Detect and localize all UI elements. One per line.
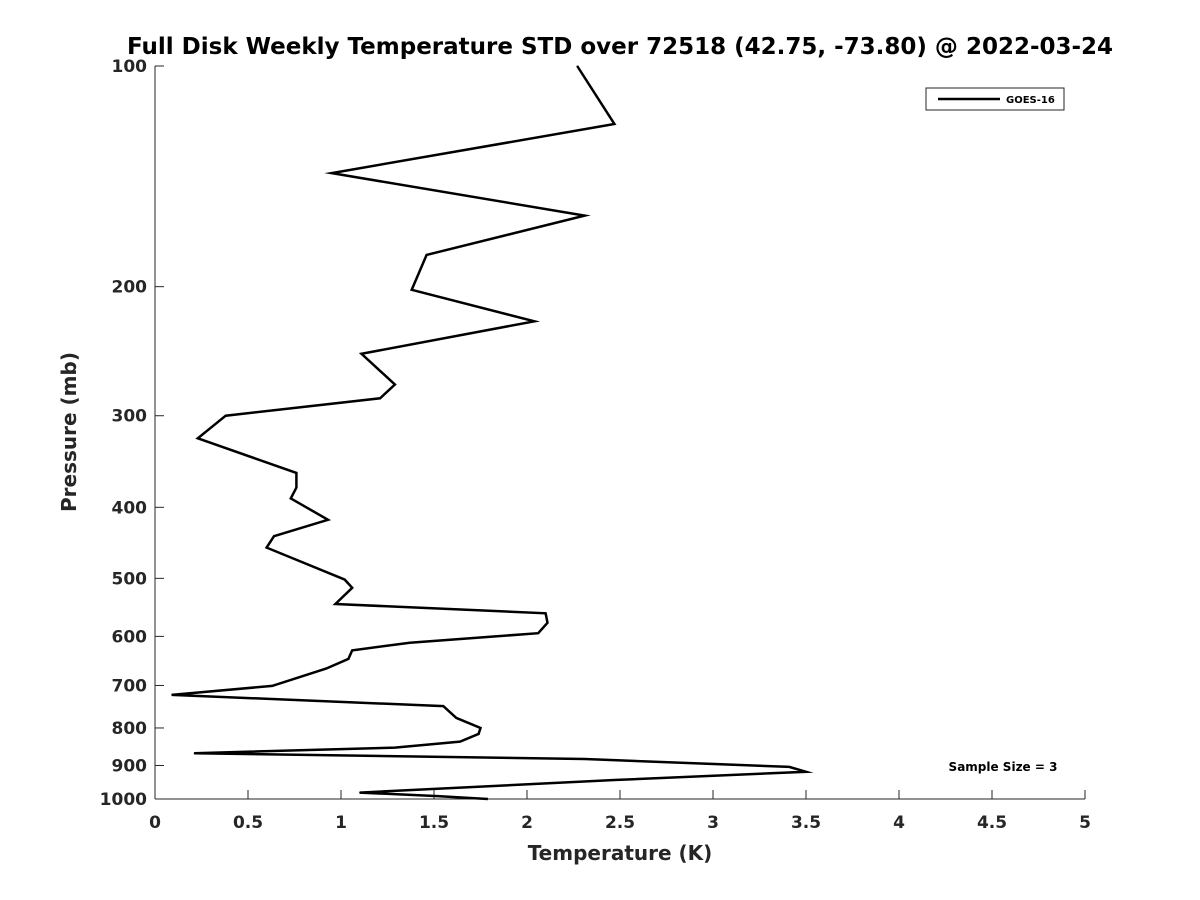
data-point-0-29 (171, 694, 173, 696)
data-point-0-31 (455, 717, 457, 719)
data-point-0-36 (193, 752, 195, 754)
data-point-0-0 (576, 65, 578, 67)
y-tick-label-2: 300 (112, 407, 148, 427)
y-axis-label: Pressure (mb) (57, 352, 81, 512)
data-point-0-32 (480, 727, 481, 729)
data-point-0-43 (487, 798, 489, 800)
x-tick-label-0: 0 (149, 813, 161, 833)
y-tick-label-1: 200 (112, 278, 148, 298)
legend: GOES-16 (925, 87, 1065, 111)
data-point-0-9 (379, 397, 381, 399)
y-tick-label-4: 500 (112, 569, 148, 589)
data-point-0-33 (478, 733, 480, 735)
data-point-0-25 (351, 649, 353, 651)
x-tick-label-8: 4 (893, 813, 905, 833)
y-tick-label-3: 400 (112, 498, 148, 518)
x-tick-label-9: 4.5 (977, 813, 1007, 833)
data-point-0-19 (351, 587, 353, 589)
data-point-0-23 (537, 632, 539, 634)
data-point-0-26 (347, 658, 349, 660)
data-point-0-10 (225, 415, 227, 417)
data-point-0-27 (325, 668, 327, 670)
data-point-0-39 (805, 771, 807, 773)
data-point-0-37 (584, 758, 586, 760)
data-point-0-16 (273, 535, 275, 537)
data-point-0-1 (613, 123, 615, 125)
y-tick-label-8: 900 (112, 756, 148, 776)
data-point-0-18 (344, 579, 346, 581)
legend-label-goes-16: GOES-16 (1006, 95, 1055, 106)
series-layer (171, 65, 814, 801)
data-point-0-40 (613, 779, 615, 781)
x-axis-label: Temperature (K) (528, 841, 713, 865)
y-tick-label-5: 600 (112, 627, 148, 647)
data-point-0-22 (547, 622, 548, 624)
data-point-0-35 (394, 747, 396, 749)
data-point-0-6 (533, 320, 535, 322)
data-point-0-4 (426, 254, 428, 256)
x-tick-label-5: 2.5 (605, 813, 635, 833)
data-point-0-5 (411, 289, 413, 291)
data-point-0-7 (361, 353, 362, 355)
x-tick-label-2: 1 (335, 813, 347, 833)
data-point-0-2 (331, 172, 333, 174)
data-point-0-20 (334, 603, 336, 605)
y-tick-label-0: 100 (112, 57, 148, 77)
data-point-0-11 (197, 437, 199, 439)
y-tick-label-6: 700 (112, 676, 148, 696)
y-ticks: 100 200 300 400 500 600 700 800 900 1000 (100, 57, 164, 810)
x-tick-label-10: 5 (1079, 813, 1091, 833)
data-point-0-21 (545, 612, 547, 614)
y-tick-label-9: 1000 (100, 790, 147, 810)
x-tick-label-4: 2 (521, 813, 533, 833)
x-tick-label-7: 3.5 (791, 813, 821, 833)
data-point-0-41 (359, 792, 361, 794)
x-ticks: 0 0.5 1 1.5 2 2.5 3 3.5 4 4.5 5 (149, 790, 1091, 833)
y-tick-label-7: 800 (112, 719, 148, 739)
data-point-0-12 (295, 472, 297, 474)
x-tick-label-6: 3 (707, 813, 719, 833)
data-point-0-34 (459, 741, 461, 743)
data-point-0-8 (394, 384, 396, 385)
data-point-0-15 (327, 519, 329, 521)
data-point-0-42 (437, 795, 439, 797)
x-tick-label-1: 0.5 (233, 813, 263, 833)
data-point-0-14 (290, 497, 292, 499)
data-point-0-13 (295, 487, 297, 489)
data-point-0-3 (584, 215, 586, 217)
data-point-0-30 (442, 705, 444, 707)
x-tick-label-3: 1.5 (419, 813, 449, 833)
sample-size-annotation: Sample Size = 3 (949, 760, 1058, 774)
data-point-0-28 (271, 685, 273, 687)
data-point-0-17 (266, 547, 268, 549)
data-point-0-24 (409, 642, 411, 644)
data-point-0-38 (788, 766, 790, 768)
chart-title: Full Disk Weekly Temperature STD over 72… (127, 34, 1113, 60)
series-line-goes-16 (171, 65, 814, 801)
